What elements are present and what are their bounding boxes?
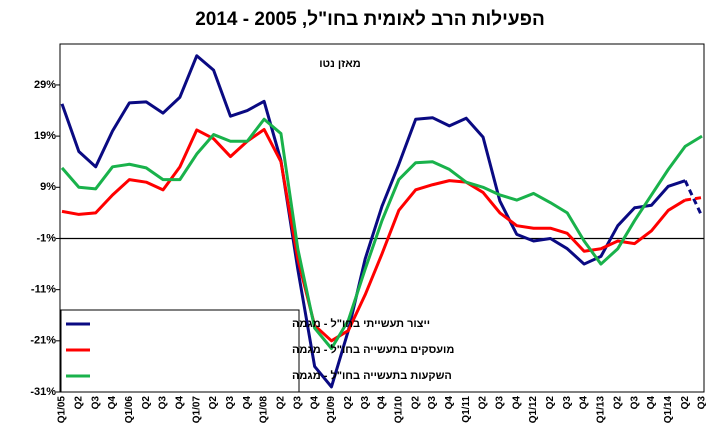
- x-tick-label: Q3: [697, 396, 706, 410]
- x-tick-label: Q4: [511, 396, 522, 410]
- y-tick-label: -1%: [36, 232, 56, 244]
- x-tick-label: Q1/14: [663, 396, 674, 424]
- series-line: [60, 54, 686, 389]
- series-line-dashed: [683, 180, 704, 218]
- y-tick-label: -21%: [30, 335, 56, 347]
- legend-box: [60, 309, 300, 393]
- x-tick-label: Q3: [90, 396, 101, 410]
- x-tick-label: Q1/13: [596, 396, 607, 424]
- x-tick-label: Q4: [309, 396, 320, 410]
- legend-label: ייצור תעשייתי בחו"ל - מגמה: [292, 317, 430, 330]
- y-tick-label: -31%: [30, 386, 56, 398]
- x-tick-label: Q3: [562, 396, 573, 410]
- x-tick-label: Q2: [680, 396, 691, 410]
- x-tick-label: Q1/07: [191, 396, 202, 424]
- series-line: [60, 117, 703, 350]
- x-tick-label: Q2: [208, 396, 219, 410]
- x-tick-label: Q4: [646, 396, 657, 410]
- x-tick-label: Q1/06: [124, 396, 135, 424]
- y-tick-label: -11%: [31, 284, 56, 296]
- subtitle: מאזן נטו: [319, 58, 361, 70]
- x-tick-label: Q2: [141, 396, 152, 410]
- legend-label: השקעות בתעשייה בחו"ל - מגמה: [292, 369, 452, 382]
- x-tick-label: Q3: [360, 396, 371, 410]
- x-tick-label: Q1/05: [57, 396, 68, 424]
- x-tick-label: Q4: [377, 396, 388, 410]
- x-tick-label: Q4: [242, 396, 253, 410]
- x-tick-label: Q2: [545, 396, 556, 410]
- x-tick-label: Q2: [73, 396, 84, 410]
- series-line-dashed: [684, 196, 703, 202]
- y-tick-label: 9%: [40, 181, 56, 193]
- x-tick-label: Q1/12: [528, 396, 539, 424]
- y-tick-label: 19%: [34, 130, 56, 142]
- x-tick-label: Q3: [629, 396, 640, 410]
- series-line: [61, 127, 686, 343]
- x-tick-label: Q2: [478, 396, 489, 410]
- x-tick-label: Q4: [107, 396, 118, 410]
- x-tick-label: Q2: [612, 396, 623, 410]
- x-tick-label: Q3: [225, 396, 236, 410]
- x-tick-label: Q4: [175, 396, 186, 410]
- x-tick-label: Q2: [276, 396, 287, 410]
- x-tick-label: Q2: [410, 396, 421, 410]
- x-tick-label: Q1/10: [393, 396, 404, 424]
- x-tick-label: Q4: [579, 396, 590, 410]
- x-tick-label: Q3: [427, 396, 438, 410]
- x-tick-label: Q2: [343, 396, 354, 410]
- x-tick-label: Q1/11: [461, 396, 472, 423]
- x-tick-label: Q1/08: [259, 396, 270, 424]
- x-tick-label: Q4: [444, 396, 455, 410]
- y-tick-label: 29%: [34, 79, 56, 91]
- chart-title: הפעילות הרב לאומית בחו"ל, 2005 - 2014: [195, 9, 545, 30]
- x-tick-label: Q3: [158, 396, 169, 410]
- legend-label: מועסקים בתעשייה בחו"ל - מגמה: [292, 343, 454, 356]
- plot-frame: [59, 43, 705, 393]
- x-tick-label: Q3: [495, 396, 506, 410]
- x-tick-label: Q3: [292, 396, 303, 410]
- x-tick-label: Q1/09: [326, 396, 337, 424]
